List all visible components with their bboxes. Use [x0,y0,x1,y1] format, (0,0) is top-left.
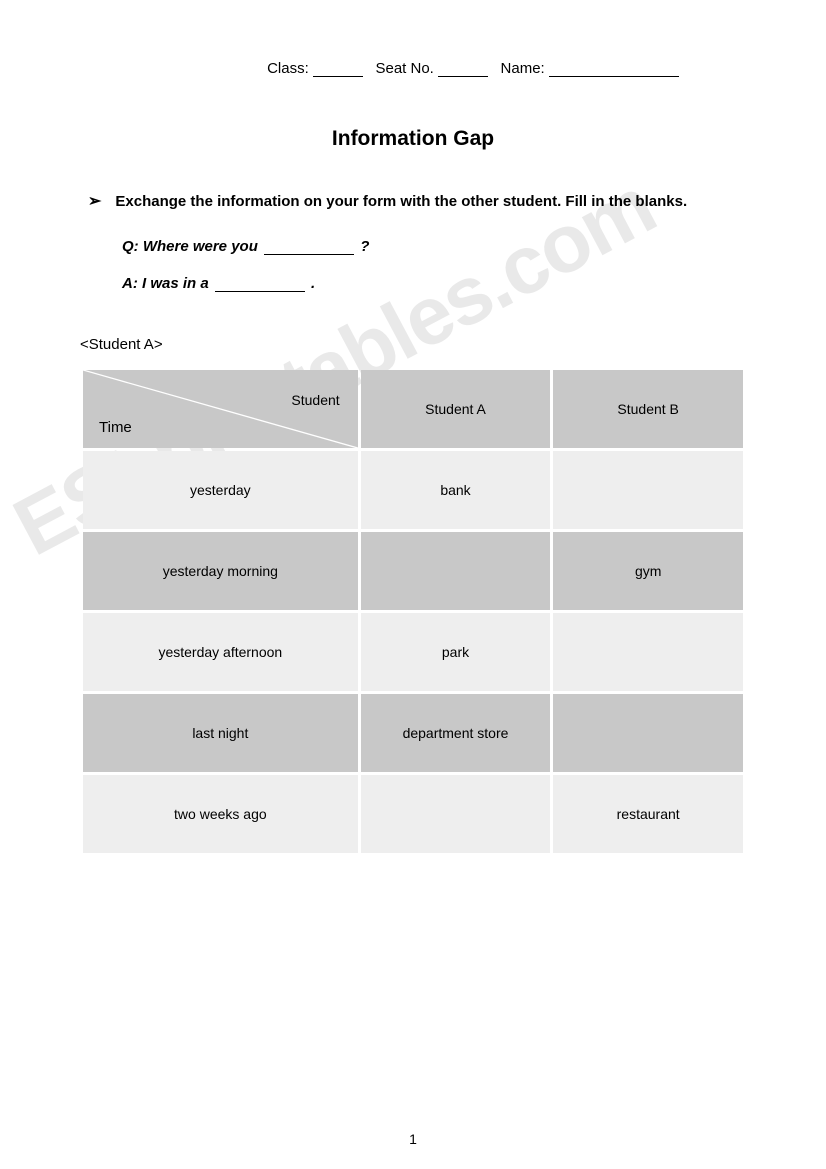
class-blank[interactable] [313,76,363,77]
student-a-cell[interactable]: department store [361,694,551,772]
question-suffix: ? [360,238,369,255]
answer-prefix: A: I was in a [122,275,213,292]
answer-blank[interactable] [215,291,305,292]
diagonal-header-cell: Student Time [83,370,358,448]
col-header-b: Student B [553,370,743,448]
seat-blank[interactable] [438,76,488,77]
name-blank[interactable] [549,76,679,77]
table-row: two weeks ago restaurant [83,775,743,853]
class-label: Class: [267,60,309,77]
table-row: yesterday afternoon park [83,613,743,691]
student-label: <Student A> [80,336,746,353]
student-a-cell[interactable] [361,775,551,853]
student-b-cell[interactable]: gym [553,532,743,610]
answer-line: A: I was in a . [80,275,746,292]
instruction-block: ➢ Exchange the information on your form … [80,191,746,214]
diag-label-student: Student [291,392,339,408]
page-number: 1 [0,1131,826,1147]
col-header-a: Student A [361,370,551,448]
table-row: last night department store [83,694,743,772]
table-row: yesterday bank [83,451,743,529]
header-fields: Class: Seat No. Name: [80,60,746,77]
student-a-cell[interactable]: bank [361,451,551,529]
table-header-row: Student Time Student A Student B [83,370,743,448]
answer-suffix: . [311,275,315,292]
name-label: Name: [501,60,545,77]
student-a-cell[interactable] [361,532,551,610]
time-cell: yesterday afternoon [83,613,358,691]
question-line: Q: Where were you ? [80,238,746,255]
time-cell: two weeks ago [83,775,358,853]
table-row: yesterday morning gym [83,532,743,610]
page-title: Information Gap [80,127,746,151]
seat-label: Seat No. [375,60,433,77]
diag-label-time: Time [99,419,132,436]
bullet-icon: ➢ [88,191,101,214]
question-prefix: Q: Where were you [122,238,262,255]
student-b-cell[interactable] [553,451,743,529]
instruction-text: Exchange the information on your form wi… [115,191,717,214]
time-cell: yesterday [83,451,358,529]
student-b-cell[interactable]: restaurant [553,775,743,853]
time-cell: yesterday morning [83,532,358,610]
student-b-cell[interactable] [553,694,743,772]
worksheet-table: Student Time Student A Student B yesterd… [80,367,746,856]
time-cell: last night [83,694,358,772]
student-b-cell[interactable] [553,613,743,691]
student-a-cell[interactable]: park [361,613,551,691]
question-blank[interactable] [264,254,354,255]
